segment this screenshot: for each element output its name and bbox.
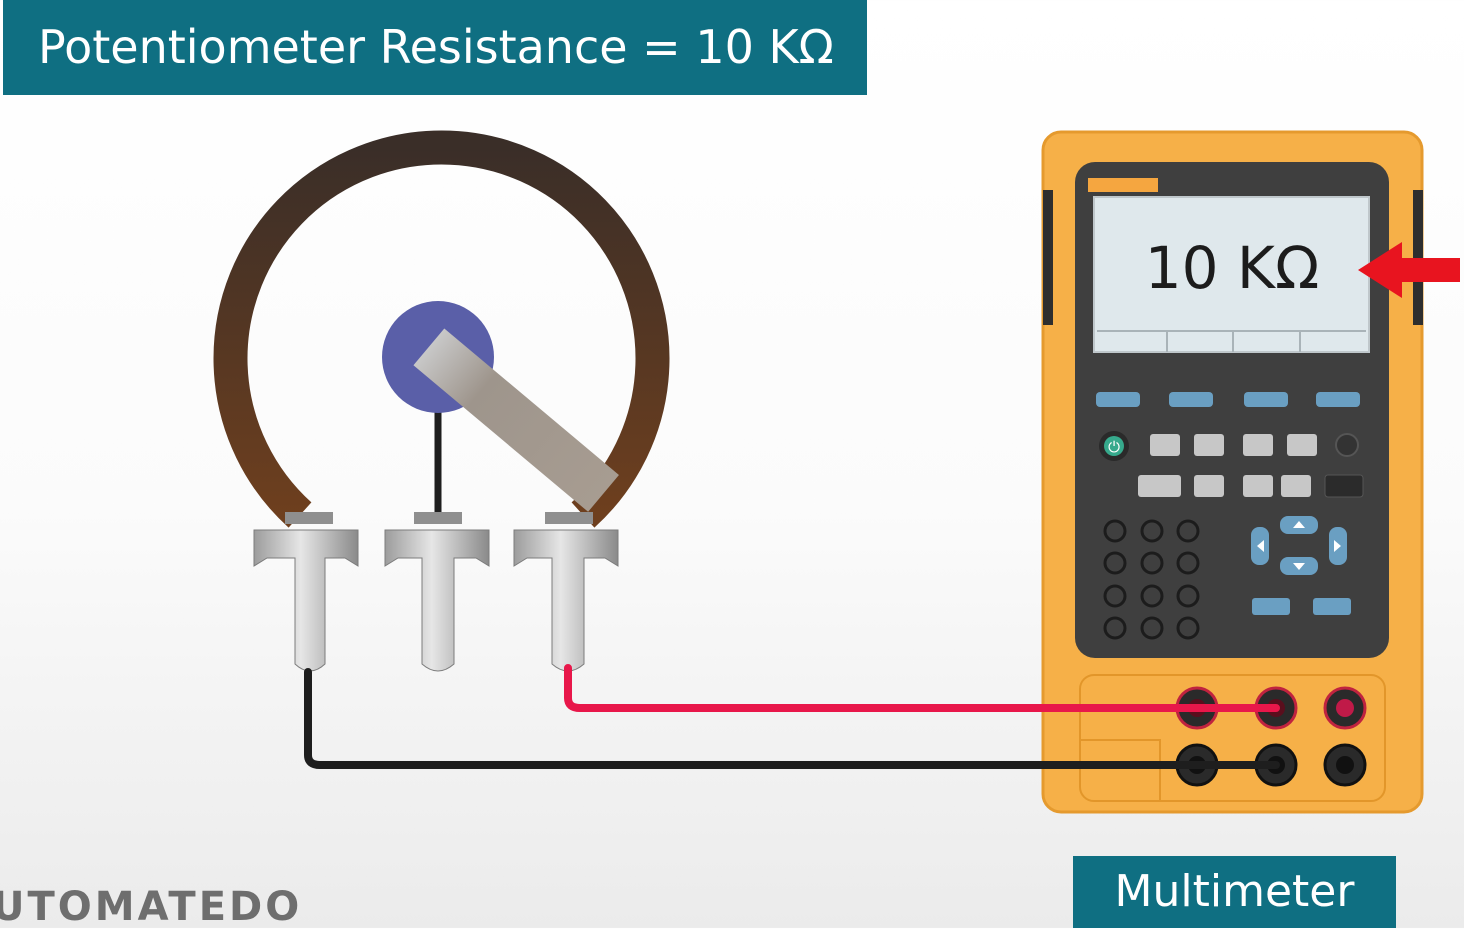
navigation-pad[interactable]	[1251, 516, 1347, 575]
title-text: Potentiometer Resistance = 10 KΩ	[38, 20, 834, 74]
function-key[interactable]	[1194, 434, 1224, 456]
multimeter: 10 KΩ ⏻	[1041, 130, 1424, 814]
common-jack[interactable]	[1323, 743, 1367, 787]
function-key[interactable]	[1287, 434, 1317, 456]
softkey-3[interactable]	[1244, 392, 1288, 407]
function-key[interactable]	[1243, 434, 1273, 456]
function-key[interactable]	[1194, 475, 1224, 497]
round-key[interactable]	[1335, 433, 1359, 457]
numeric-keypad	[1103, 519, 1200, 640]
multimeter-label: Multimeter	[1073, 856, 1396, 928]
terminal-right	[513, 512, 619, 672]
brand-watermark: UTOMATEDO	[0, 884, 303, 930]
function-key[interactable]	[1138, 475, 1181, 497]
svg-text:⏻: ⏻	[1108, 438, 1120, 456]
multimeter-label-text: Multimeter	[1114, 866, 1355, 917]
softkey-1[interactable]	[1096, 392, 1140, 407]
terminal-left	[253, 512, 359, 672]
resistive-track	[213, 130, 670, 528]
function-key[interactable]	[1150, 434, 1180, 456]
red-test-lead	[564, 664, 1280, 712]
softkey-2[interactable]	[1169, 392, 1213, 407]
terminal-middle	[384, 512, 490, 672]
function-key[interactable]	[1324, 474, 1364, 498]
black-test-lead	[304, 668, 1280, 769]
multimeter-screen	[1093, 196, 1370, 353]
title-banner: Potentiometer Resistance = 10 KΩ	[3, 0, 867, 95]
function-key[interactable]	[1243, 475, 1273, 497]
power-button[interactable]: ⏻	[1099, 431, 1129, 461]
reading-arrow-icon	[1358, 242, 1460, 298]
enter-key[interactable]	[1252, 598, 1290, 615]
display-reading: 10 KΩ	[1145, 234, 1320, 302]
function-key[interactable]	[1281, 475, 1311, 497]
escape-key[interactable]	[1313, 598, 1351, 615]
softkey-4[interactable]	[1316, 392, 1360, 407]
wiper-arm	[413, 328, 619, 512]
input-jack[interactable]	[1323, 686, 1367, 730]
